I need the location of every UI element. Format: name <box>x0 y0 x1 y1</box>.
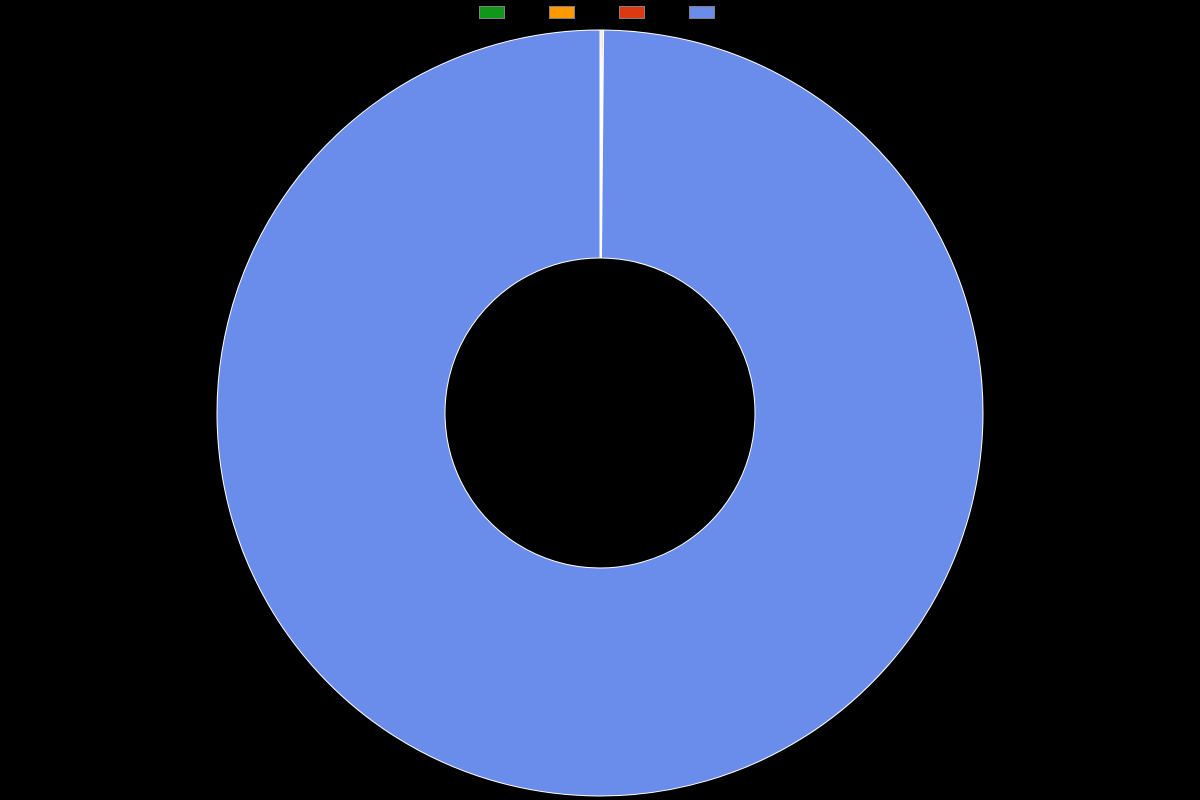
legend-item-0 <box>479 6 511 19</box>
legend-swatch-0 <box>479 6 505 19</box>
legend-swatch-1 <box>549 6 575 19</box>
legend-item-1 <box>549 6 581 19</box>
chart-legend <box>479 6 721 19</box>
legend-item-2 <box>619 6 651 19</box>
donut-chart <box>0 0 1200 800</box>
legend-swatch-3 <box>689 6 715 19</box>
legend-swatch-2 <box>619 6 645 19</box>
legend-item-3 <box>689 6 721 19</box>
donut-slice <box>217 30 983 796</box>
